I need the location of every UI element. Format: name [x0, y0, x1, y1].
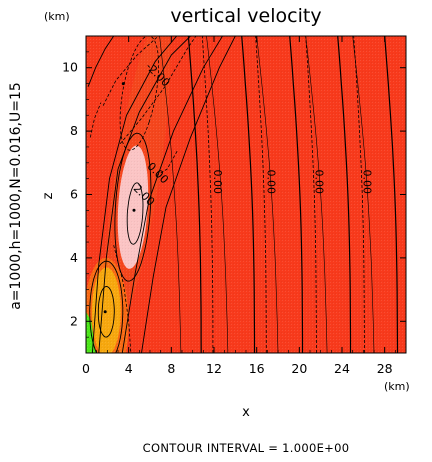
contour-line-positive: [305, 36, 328, 353]
maximum-marker: [132, 208, 136, 212]
contour-lines: [87, 36, 399, 353]
contour-line-positive: [256, 36, 279, 353]
contour-line-negative: [353, 36, 365, 353]
x-tick-label: 16: [249, 361, 265, 376]
y-tick-label: 6: [70, 187, 78, 202]
contour-line-positive: [206, 36, 229, 353]
minimum-marker: [121, 82, 125, 86]
x-unit-label: (km): [384, 380, 410, 393]
y-tick-label: 4: [70, 250, 78, 265]
contour-line-negative: [255, 36, 267, 353]
x-tick-label: 28: [377, 361, 393, 376]
contour-line-negative: [156, 149, 179, 176]
x-tick-label: 20: [291, 361, 307, 376]
contour-line-positive: [114, 132, 152, 282]
contour-line-positive: [352, 36, 375, 353]
contour-line-negative: [305, 36, 317, 353]
contour-line-positive: [89, 260, 124, 353]
contour-line-zero: [289, 36, 304, 353]
x-axis: 0 4 8 12 16 20 24 28: [82, 36, 396, 376]
x-tick-label: 0: [82, 361, 90, 376]
contour-line-zero: [187, 36, 202, 353]
contour-line-positive: [141, 36, 236, 353]
y-axis-label: z: [41, 192, 56, 199]
contour-line-positive: [126, 182, 144, 245]
y-tick-label: 2: [70, 313, 78, 328]
contour-label: 0.00: [403, 170, 416, 195]
plot-area: -2.002.000.00 0.00 0.00 0.00 0.00 0.00: [86, 36, 416, 353]
y-unit-label: (km): [44, 10, 70, 23]
contour-line-positive: [87, 36, 115, 87]
maximum-marker: [103, 310, 107, 314]
contour-line-zero: [241, 36, 256, 353]
contour-line-positive: [121, 36, 223, 353]
contour-label: 0.00: [264, 170, 277, 195]
y-tick-label: 10: [62, 60, 78, 75]
contour-line-negative: [201, 36, 214, 353]
contour-line-positive: [97, 286, 115, 338]
x-tick-label: 8: [167, 361, 175, 376]
contour-label: 0.00: [360, 170, 373, 195]
y-axis: 2 4 6 8 10: [62, 51, 406, 338]
contour-label: 0.00: [211, 170, 224, 195]
x-tick-label: 12: [206, 361, 222, 376]
contour-line-negative: [102, 36, 159, 106]
contour-label: 0.00: [312, 170, 325, 195]
contour-line-positive: [159, 36, 182, 353]
y-tick-label: 8: [70, 123, 78, 138]
contour-line-negative: [119, 36, 197, 145]
x-axis-label: x: [242, 405, 250, 420]
contour-line-negative: [119, 36, 160, 151]
contour-interval-note: CONTOUR INTERVAL = 1.000E+00: [143, 441, 350, 455]
parameter-label: a=1000,h=1000,N=0.016,U=15: [8, 82, 24, 310]
contour-line-zero: [384, 36, 399, 353]
x-tick-label: 24: [334, 361, 350, 376]
x-tick-label: 4: [125, 361, 133, 376]
chart-title: vertical velocity: [170, 5, 321, 27]
contour-line-zero: [337, 36, 352, 353]
contour-line-positive: [91, 36, 178, 353]
